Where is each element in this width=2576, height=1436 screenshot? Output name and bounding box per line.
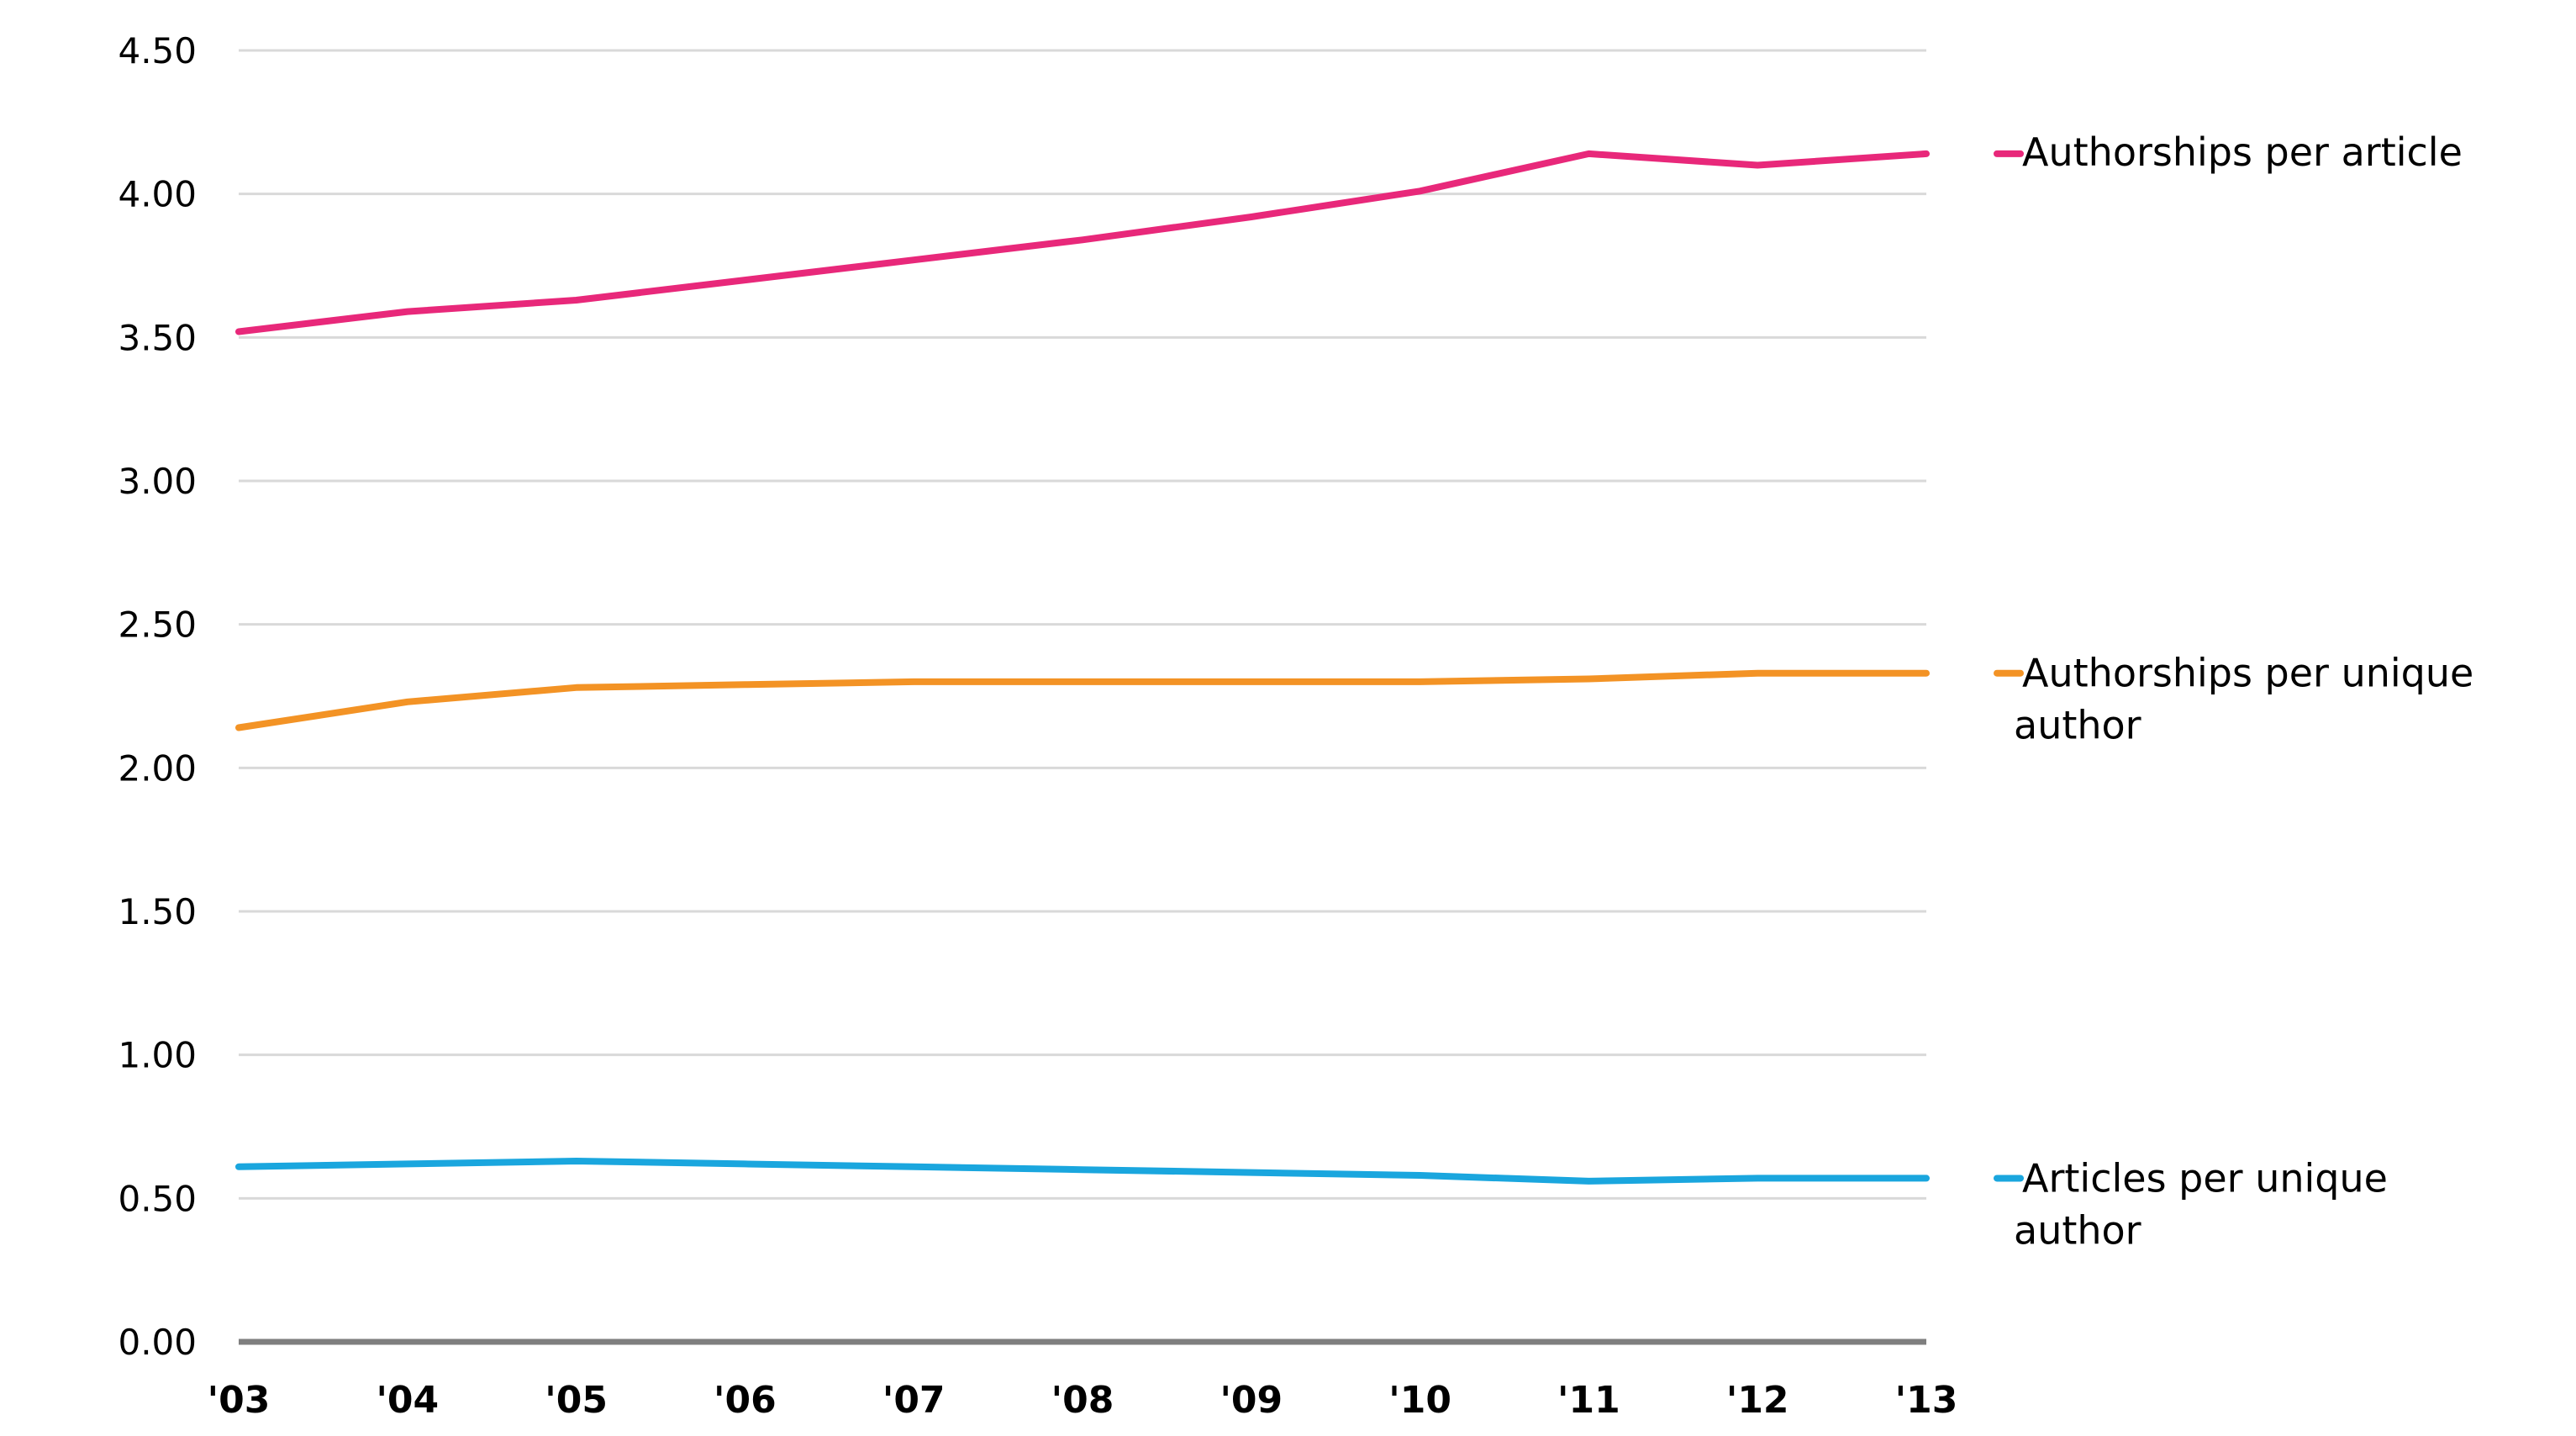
series-line-3: [235, 1158, 1930, 1185]
legend-label: Authorships per unique: [2022, 651, 2473, 696]
y-tick-label: 0.00: [118, 1322, 197, 1363]
legend-entry-2: Authorships per unique author: [1994, 651, 2473, 748]
x-tick-label: '07: [882, 1379, 946, 1422]
x-tick-label: '12: [1726, 1379, 1789, 1422]
y-tick-label: 4.50: [118, 30, 197, 71]
y-axis-tick-labels: 0.00 0.50 1.00 1.50 2.00 2.50 3.00 3.50 4.00 4.50: [118, 30, 197, 1363]
legend-label: author: [2014, 1207, 2141, 1253]
legend-entry-1: Authorships per article: [1994, 129, 2463, 175]
legend-label: author: [2014, 703, 2141, 748]
series-line-1: [235, 150, 1930, 335]
x-tick-label: '05: [545, 1379, 608, 1422]
x-tick-label: '13: [1895, 1379, 1958, 1422]
gridlines: [239, 49, 1926, 1200]
legend-label: Authorships per article: [2022, 129, 2463, 175]
y-tick-label: 4.00: [118, 174, 197, 215]
y-tick-label: 1.00: [118, 1035, 197, 1076]
legend-label: Articles per unique: [2022, 1155, 2388, 1201]
y-tick-label: 1.50: [118, 891, 197, 932]
legend-entry-3: Articles per unique author: [1994, 1155, 2388, 1253]
series-lines: [235, 150, 1930, 1185]
legend: Authorships per article Authorships per u…: [1994, 129, 2473, 1253]
x-tick-label: '06: [714, 1379, 777, 1422]
x-tick-label: '10: [1388, 1379, 1451, 1422]
x-tick-label: '03: [208, 1379, 271, 1422]
x-tick-label: '09: [1220, 1379, 1283, 1422]
series-line-2: [235, 669, 1930, 731]
x-axis-tick-labels: '03 '04 '05 '06 '07 '08 '09 '10 '11 '12 '13: [208, 1379, 1958, 1422]
y-tick-label: 2.00: [118, 747, 197, 789]
y-tick-label: 0.50: [118, 1178, 197, 1219]
y-tick-label: 3.00: [118, 461, 197, 502]
x-tick-label: '08: [1051, 1379, 1114, 1422]
y-tick-label: 2.50: [118, 604, 197, 646]
y-tick-label: 3.50: [118, 317, 197, 358]
x-tick-label: '04: [376, 1379, 439, 1422]
x-tick-label: '11: [1557, 1379, 1620, 1422]
